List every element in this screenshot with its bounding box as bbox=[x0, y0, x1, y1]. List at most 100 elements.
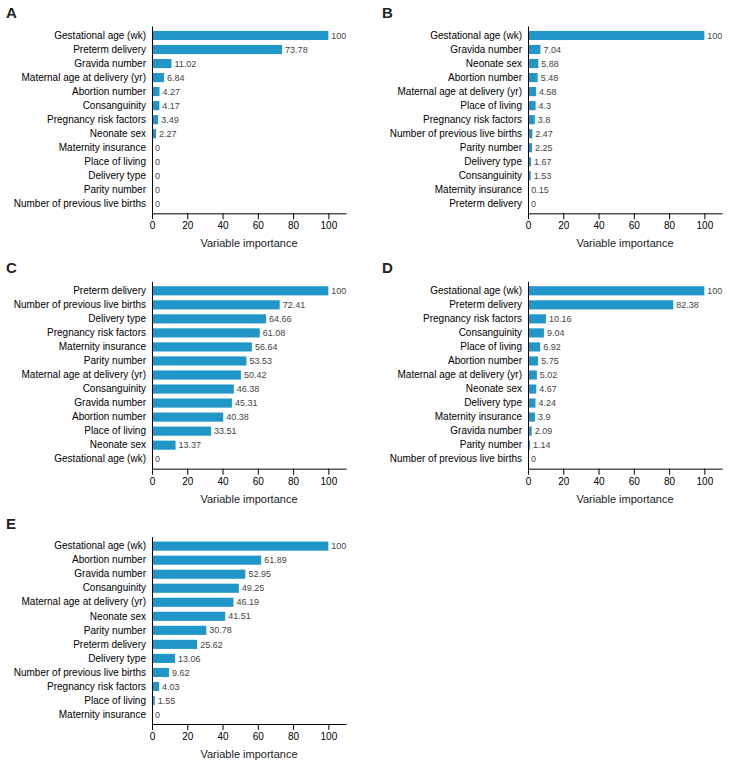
data-label: 0 bbox=[531, 199, 536, 209]
tick: Abortion number bbox=[448, 355, 523, 366]
bar bbox=[152, 654, 175, 663]
bar bbox=[152, 399, 232, 408]
tick: 100 bbox=[321, 724, 338, 742]
tick-label: 40 bbox=[593, 476, 605, 487]
bar bbox=[152, 59, 171, 68]
tick-label: Preterm delivery bbox=[449, 198, 522, 209]
tick: Number of previous live births bbox=[390, 128, 522, 139]
axis-line bbox=[528, 282, 529, 469]
x-axis: 020406080100 bbox=[526, 469, 723, 487]
tick-label: 80 bbox=[664, 476, 676, 487]
tick: Pregnancy risk factors bbox=[423, 114, 522, 125]
tick: Gravida number bbox=[450, 44, 522, 55]
tick-label: Preterm delivery bbox=[73, 44, 146, 55]
data-label: 0 bbox=[155, 710, 160, 720]
data-label: 4.58 bbox=[539, 87, 557, 97]
tick: Maternity insurance bbox=[59, 142, 147, 153]
tick: Gravida number bbox=[450, 425, 522, 436]
tick: 20 bbox=[182, 469, 194, 487]
tick-label: 0 bbox=[526, 220, 532, 231]
data-label: 9.62 bbox=[172, 668, 190, 678]
tick: Preterm delivery bbox=[73, 285, 146, 296]
tick: 100 bbox=[321, 469, 338, 487]
x-axis: 020406080100 bbox=[526, 213, 723, 231]
data-label: 30.78 bbox=[209, 625, 232, 635]
y-axis: Preterm delivery Number of previous live … bbox=[14, 282, 153, 469]
panel-label: E bbox=[6, 515, 16, 532]
plot: 020406080100Preterm deliveryNumber of pr… bbox=[14, 282, 347, 505]
tick-label: 80 bbox=[288, 731, 300, 742]
tick-label: Gravida number bbox=[450, 44, 522, 55]
tick-label: Neonate sex bbox=[90, 611, 146, 622]
tick-mark bbox=[704, 469, 705, 475]
tick-label: Delivery type bbox=[88, 653, 146, 664]
tick-label: Delivery type bbox=[464, 156, 522, 167]
tick-label: Delivery type bbox=[464, 397, 522, 408]
tick: Neonate sex bbox=[90, 439, 146, 450]
bar bbox=[152, 101, 159, 110]
panel: A020406080100Gestational age (wk)Preterm… bbox=[6, 4, 347, 249]
tick-mark bbox=[669, 469, 670, 475]
data-label: 5.88 bbox=[541, 59, 559, 69]
data-label: 6.84 bbox=[167, 73, 185, 83]
tick-label: Parity number bbox=[84, 184, 147, 195]
bar bbox=[528, 413, 535, 422]
tick: Pregnancy risk factors bbox=[47, 114, 146, 125]
tick: Preterm delivery bbox=[73, 44, 146, 55]
tick-mark bbox=[187, 724, 188, 730]
tick-label: 40 bbox=[593, 220, 605, 231]
tick-label: Consanguinity bbox=[83, 383, 146, 394]
panel-label: D bbox=[382, 259, 393, 276]
panel-label: A bbox=[6, 4, 17, 21]
bar bbox=[152, 31, 328, 40]
tick-label: Maternity insurance bbox=[59, 709, 147, 720]
tick: Gravida number bbox=[74, 568, 146, 579]
tick-label: Place of living bbox=[460, 341, 522, 352]
tick-label: Maternity insurance bbox=[59, 142, 147, 153]
data-label: 46.38 bbox=[237, 384, 260, 394]
tick-label: Delivery type bbox=[88, 313, 146, 324]
tick-label: 20 bbox=[182, 220, 194, 231]
bar bbox=[528, 399, 535, 408]
tick: 40 bbox=[217, 469, 229, 487]
data-label: 61.89 bbox=[264, 555, 287, 565]
tick-label: Gravida number bbox=[74, 568, 146, 579]
data-label: 2.09 bbox=[535, 426, 553, 436]
tick-mark bbox=[528, 469, 529, 475]
tick: 20 bbox=[182, 724, 194, 742]
tick-label: Number of previous live births bbox=[14, 299, 146, 310]
data-label: 100 bbox=[331, 541, 346, 551]
tick: Neonate sex bbox=[466, 383, 522, 394]
tick: Abortion number bbox=[72, 411, 147, 422]
tick: Gestational age (wk) bbox=[54, 30, 146, 41]
tick-label: Neonate sex bbox=[90, 128, 146, 139]
bar bbox=[152, 612, 225, 621]
bar bbox=[152, 356, 246, 365]
tick: 60 bbox=[253, 724, 265, 742]
tick-label: Gestational age (wk) bbox=[430, 30, 522, 41]
tick-label: Maternity insurance bbox=[435, 184, 523, 195]
tick-mark bbox=[599, 469, 600, 475]
tick: 60 bbox=[629, 213, 641, 231]
tick-mark bbox=[528, 213, 529, 219]
axis-line bbox=[528, 27, 529, 214]
bar bbox=[152, 542, 328, 551]
tick-label: 60 bbox=[253, 220, 265, 231]
data-label: 100 bbox=[707, 31, 722, 41]
bar bbox=[152, 384, 234, 393]
tick-label: 0 bbox=[150, 220, 156, 231]
tick-mark bbox=[328, 724, 329, 730]
tick: Maternal age at delivery (yr) bbox=[398, 86, 523, 97]
tick-label: 100 bbox=[321, 731, 338, 742]
tick: 100 bbox=[697, 469, 714, 487]
data-labels: 10073.7811.026.844.274.173.492.2700000 bbox=[155, 31, 346, 209]
axis-line bbox=[152, 282, 153, 469]
data-label: 2.47 bbox=[535, 129, 553, 139]
tick: Maternal age at delivery (yr) bbox=[398, 369, 523, 380]
bar bbox=[528, 115, 535, 124]
bar bbox=[152, 314, 266, 323]
tick: Delivery type bbox=[464, 397, 522, 408]
tick-label: 40 bbox=[217, 476, 229, 487]
axis-line bbox=[529, 213, 723, 214]
data-label: 0 bbox=[155, 171, 160, 181]
